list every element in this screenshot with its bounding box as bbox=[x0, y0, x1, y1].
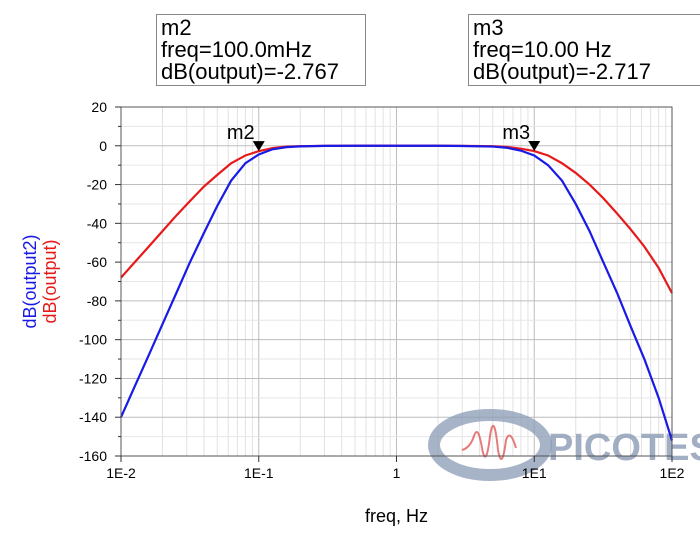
grid bbox=[120, 106, 672, 457]
y-tick-label: -100 bbox=[79, 332, 107, 348]
picotest-logo: PICOTEST bbox=[428, 409, 700, 481]
marker-label-m2: m2 bbox=[227, 122, 255, 144]
x-axis-label: freq, Hz bbox=[365, 506, 428, 526]
marker-freq: freq=10.00 Hz bbox=[473, 37, 612, 62]
y-tick-label: -20 bbox=[87, 177, 107, 193]
x-tick-label: 1E1 bbox=[522, 465, 547, 481]
logo-ring bbox=[428, 409, 552, 481]
marker-value: dB(output)=-2.767 bbox=[161, 59, 339, 84]
marker-triangle-m3 bbox=[528, 141, 541, 152]
y-axis-label-line: dB(output) bbox=[40, 239, 60, 323]
series-line-db-output2- bbox=[119, 144, 674, 441]
x-tick-label: 1E-1 bbox=[244, 465, 274, 481]
logo-wordmark: PICOTEST bbox=[548, 427, 700, 469]
marker-name: m2 bbox=[161, 15, 192, 40]
marker-m3-readout: m3 freq=10.00 Hz dB(output)=-2.717 bbox=[468, 14, 700, 86]
y-tick-label: 0 bbox=[99, 138, 107, 154]
marker-freq: freq=100.0mHz bbox=[161, 37, 313, 62]
series-group bbox=[119, 144, 674, 441]
marker-m2-readout: m2 freq=100.0mHz dB(output)=-2.767 bbox=[156, 14, 366, 86]
y-tick-label: -140 bbox=[79, 409, 107, 425]
marker-label-m3: m3 bbox=[502, 122, 530, 144]
y-tick-label: 20 bbox=[91, 99, 107, 115]
marker-triangle-m2 bbox=[252, 141, 265, 152]
y-tick-label: -60 bbox=[87, 254, 107, 270]
x-tick-label: 1 bbox=[393, 465, 401, 481]
x-tick-label: 1E2 bbox=[660, 465, 685, 481]
y-axis-label-line: dB(output2) bbox=[20, 234, 40, 328]
x-tick-label: 1E-2 bbox=[106, 465, 136, 481]
marker-value: dB(output)=-2.717 bbox=[473, 59, 651, 84]
y-tick-label: -40 bbox=[87, 215, 107, 231]
y-tick-label: -80 bbox=[87, 293, 107, 309]
markers: m2 m3 bbox=[227, 122, 541, 152]
y-tick-label: -160 bbox=[79, 448, 107, 464]
logo-wave bbox=[461, 424, 517, 460]
y-tick-label: -120 bbox=[79, 370, 107, 386]
marker-name: m3 bbox=[473, 15, 504, 40]
y-axis-label: dB(output2)dB(output) bbox=[20, 234, 60, 328]
